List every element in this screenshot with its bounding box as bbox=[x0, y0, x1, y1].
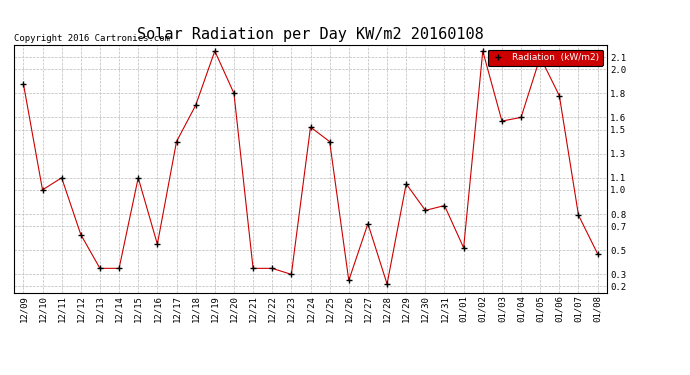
Text: Copyright 2016 Cartronics.com: Copyright 2016 Cartronics.com bbox=[14, 33, 170, 42]
Legend: Radiation  (kW/m2): Radiation (kW/m2) bbox=[488, 50, 602, 66]
Title: Solar Radiation per Day KW/m2 20160108: Solar Radiation per Day KW/m2 20160108 bbox=[137, 27, 484, 42]
